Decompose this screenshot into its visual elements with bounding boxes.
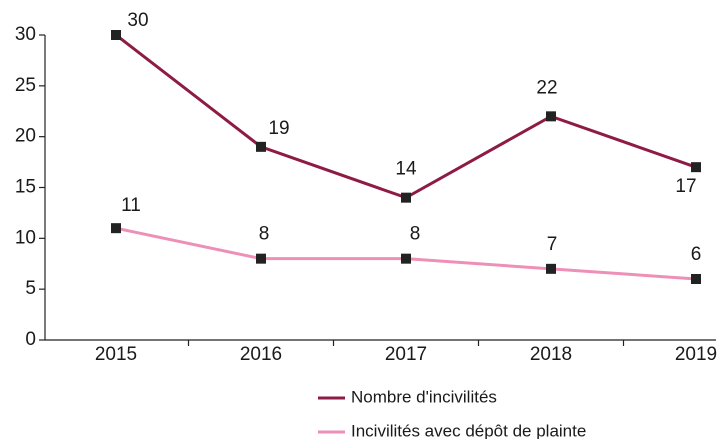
legend-label: Nombre d'incivilités [351, 387, 497, 406]
marker [546, 263, 556, 274]
y-tick-label: 10 [15, 227, 36, 248]
y-tick-label: 5 [25, 278, 36, 299]
x-tick-label: 2019 [675, 344, 717, 365]
legend-label: Incivilités avec dépôt de plainte [351, 421, 586, 439]
x-tick-label: 2017 [385, 344, 427, 365]
data-label: 6 [691, 244, 702, 265]
data-label: 19 [268, 118, 289, 139]
data-label: 8 [410, 224, 421, 245]
y-tick-label: 25 [15, 75, 36, 96]
marker [256, 253, 266, 264]
marker [401, 192, 411, 203]
marker [546, 111, 556, 122]
data-label: 30 [127, 10, 148, 31]
data-label: 7 [547, 234, 558, 255]
data-label: 17 [675, 176, 696, 197]
marker [256, 141, 266, 152]
marker [691, 274, 701, 284]
marker [401, 253, 411, 264]
x-tick-label: 2016 [240, 344, 282, 365]
data-label: 14 [395, 159, 417, 180]
x-tick-label: 2015 [95, 344, 137, 365]
y-tick-label: 30 [15, 24, 36, 45]
y-tick-label: 15 [15, 177, 36, 198]
data-label: 11 [121, 195, 141, 216]
y-tick-label: 0 [25, 329, 36, 350]
data-label: 8 [259, 224, 270, 245]
data-label: 22 [536, 77, 557, 98]
marker [111, 30, 121, 40]
marker [111, 223, 121, 234]
marker [691, 162, 701, 173]
y-tick-label: 20 [15, 126, 36, 147]
x-tick-label: 2018 [530, 344, 572, 365]
series-line [115, 226, 697, 281]
